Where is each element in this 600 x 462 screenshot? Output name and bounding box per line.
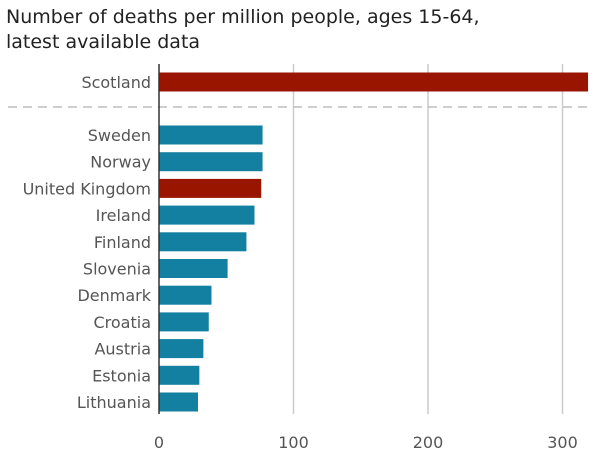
bar-slovenia [159, 259, 228, 278]
bar-scotland [159, 72, 589, 92]
bar-ireland [159, 205, 255, 225]
category-label-croatia: Croatia [93, 313, 151, 332]
x-tick-label-0: 0 [154, 433, 164, 452]
bar-lithuania [159, 392, 199, 412]
category-label-scotland: Scotland [81, 73, 151, 92]
category-label-estonia: Estonia [92, 366, 151, 385]
category-label-united-kingdom: United Kingdom [23, 179, 151, 198]
category-label-sweden: Sweden [88, 126, 151, 145]
bar-sweden [159, 125, 263, 145]
chart-title: Number of deaths per million people, age… [6, 5, 596, 55]
category-label-finland: Finland [94, 233, 151, 252]
x-tick-label-100: 100 [278, 433, 309, 452]
chart-title-line-2: latest available data [6, 31, 201, 53]
bar-norway [159, 152, 263, 172]
category-label-slovenia: Slovenia [83, 260, 151, 279]
category-label-norway: Norway [90, 153, 151, 172]
category-label-ireland: Ireland [96, 206, 151, 225]
bar-austria [159, 339, 204, 359]
bar-united-kingdom [159, 178, 262, 198]
chart-title-line-1: Number of deaths per million people, age… [6, 6, 480, 28]
x-tick-label-200: 200 [413, 433, 444, 452]
category-label-lithuania: Lithuania [77, 393, 151, 412]
bar-denmark [159, 285, 212, 305]
bar-croatia [159, 312, 209, 332]
category-label-denmark: Denmark [77, 286, 151, 305]
bar-finland [159, 232, 247, 252]
x-tick-label-300: 300 [547, 433, 578, 452]
category-label-austria: Austria [94, 340, 151, 359]
bar-estonia [159, 365, 200, 385]
